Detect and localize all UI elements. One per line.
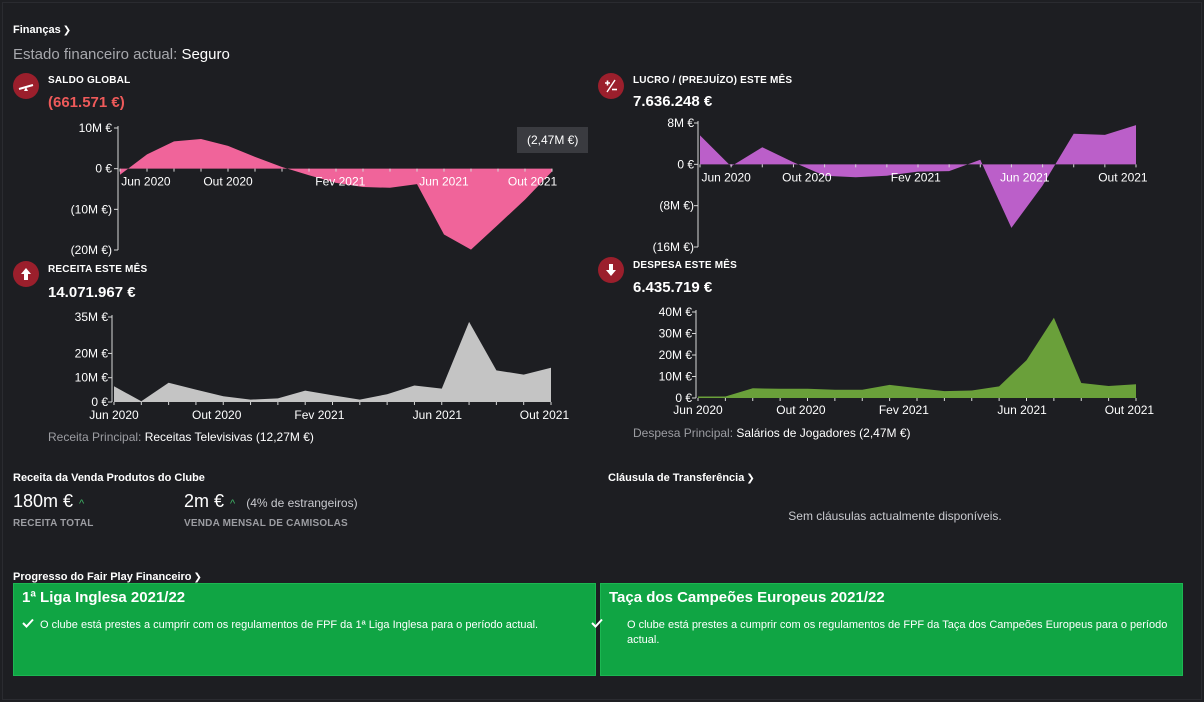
saldo-title: SALDO GLOBAL — [48, 75, 131, 86]
lucro-chart: 8M € 0 € (8M €) (16M €) Jun 2020 Out 2020 Fev … — [653, 116, 1148, 254]
y-tick-label: 20M € — [75, 346, 109, 360]
receita-title: RECEITA ESTE MÊS — [48, 264, 148, 275]
y-tick-label: 20M € — [659, 348, 693, 362]
y-tick-label: 0 € — [91, 395, 108, 409]
ffp-card-title: Taça dos Campeões Europeus 2021/22 — [609, 589, 885, 606]
despesa-chart: 40M € 30M € 20M € 10M € 0 €Jun 2020 Out 2020 F… — [659, 305, 1155, 417]
x-tick-label: Fev 2021 — [879, 403, 929, 417]
chevron-up-icon: ^ — [79, 498, 85, 510]
x-tick-label: Jun 2020 — [121, 175, 171, 189]
ffp-card: Taça dos Campeões Europeus 2021/22 O clu… — [591, 583, 1183, 676]
y-tick-label: 0 € — [675, 391, 692, 405]
x-tick-label: Out 2021 — [520, 408, 570, 422]
chevron-right-icon: ❯ — [193, 572, 202, 583]
despesa-principal-label: Despesa Principal: — [633, 426, 734, 440]
status-label: Estado financeiro actual: — [13, 46, 178, 63]
receita-value: 14.071.967 € — [48, 284, 136, 301]
y-tick-label: 10M € — [79, 121, 113, 135]
y-tick-label: 10M € — [75, 371, 109, 385]
chart-area-lucro — [700, 125, 1136, 228]
financial-status: Estado financeiro actual: Seguro — [13, 46, 230, 63]
merch-monthly-value: 2m € — [184, 491, 225, 511]
despesa-value: 6.435.719 € — [633, 279, 713, 296]
merch-total: 180m € ^ — [13, 491, 84, 512]
ffp-card-text: O clube está prestes a cumprir com os re… — [40, 619, 539, 631]
merch-title: Receita da Venda Produtos do Clube — [13, 472, 205, 484]
x-tick-label: Fev 2021 — [294, 408, 344, 422]
arrow-down-icon — [598, 257, 624, 283]
merch-monthly-note: (4% de estrangeiros) — [246, 496, 358, 510]
x-tick-label: Jun 2020 — [89, 408, 139, 422]
chevron-right-icon: ❯ — [746, 473, 755, 484]
chart-area-despesa — [698, 317, 1136, 398]
saldo-chart: 10M € 0 € (10M €) (20M €) Jun 2020 Out 2020 Fe… — [71, 121, 558, 257]
y-tick-label: 8M € — [667, 116, 694, 130]
x-tick-label: Out 2021 — [508, 175, 558, 189]
x-tick-label: Out 2020 — [203, 175, 253, 189]
seesaw-icon — [13, 73, 39, 99]
saldo-value: (661.571 €) — [48, 94, 125, 111]
y-tick-label: (10M €) — [71, 202, 112, 216]
finance-title: Finanças — [13, 24, 61, 36]
chevron-right-icon: ❯ — [62, 25, 72, 36]
clausula-title-link[interactable]: Cláusula de Transferência ❯ — [608, 472, 755, 484]
despesa-principal: Despesa Principal: Salários de Jogadores… — [633, 426, 911, 440]
despesa-title: DESPESA ESTE MÊS — [633, 260, 737, 271]
x-tick-label: Out 2021 — [1098, 170, 1148, 184]
lucro-value: 7.636.248 € — [633, 93, 713, 110]
x-tick-label: Jun 2020 — [701, 170, 751, 184]
ffp-card-text: O clube está prestes a cumprir com os re… — [627, 619, 1168, 646]
x-tick-label: Jun 2021 — [413, 408, 463, 422]
ffp-card-text-row: O clube está prestes a cumprir com os re… — [22, 618, 592, 633]
y-tick-label: 0 € — [95, 162, 112, 176]
x-tick-label: Jun 2021 — [419, 175, 469, 189]
receita-principal: Receita Principal: Receitas Televisivas … — [48, 430, 314, 444]
merch-monthly: 2m € ^ (4% de estrangeiros) — [184, 491, 358, 512]
y-tick-label: 10M € — [659, 370, 693, 384]
x-tick-label: Jun 2021 — [997, 403, 1047, 417]
receita-chart: 35M € 20M € 10M € 0 €Jun 2020 Out 2020 Fev 20… — [75, 310, 570, 422]
plus-minus-icon — [598, 73, 624, 99]
receita-principal-value: Receitas Televisivas (12,27M €) — [144, 430, 314, 444]
x-tick-label: Out 2020 — [782, 170, 832, 184]
y-tick-label: 30M € — [659, 327, 693, 341]
y-tick-label: (8M €) — [659, 199, 694, 213]
x-tick-label: Jun 2021 — [1000, 170, 1050, 184]
ffp-title: Progresso do Fair Play Financeiro — [13, 571, 192, 583]
lucro-title: LUCRO / (PREJUÍZO) ESTE MÊS — [633, 75, 793, 86]
merch-monthly-caption: VENDA MENSAL DE CAMISOLAS — [184, 518, 348, 529]
chart-area-saldo — [120, 139, 552, 250]
y-tick-label: 35M € — [75, 310, 109, 324]
x-tick-label: Fev 2021 — [891, 170, 941, 184]
ffp-card: 1ª Liga Inglesa 2021/22 O clube está pre… — [13, 583, 596, 676]
clausula-empty: Sem cláusulas actualmente disponíveis. — [788, 509, 1002, 523]
ffp-card-title: 1ª Liga Inglesa 2021/22 — [22, 589, 186, 606]
ffp-title-link[interactable]: Progresso do Fair Play Financeiro ❯ — [13, 571, 202, 583]
x-tick-label: Jun 2020 — [673, 403, 723, 417]
status-value: Seguro — [181, 46, 230, 63]
chart-area-receita — [114, 321, 551, 402]
x-tick-label: Fev 2021 — [315, 175, 365, 189]
despesa-principal-value: Salários de Jogadores (2,47M €) — [736, 426, 911, 440]
ffp-card-text-row: O clube está prestes a cumprir com os re… — [591, 618, 1179, 648]
clausula-title: Cláusula de Transferência — [608, 472, 745, 484]
checkmark-icon — [591, 618, 621, 633]
y-tick-label: 40M € — [659, 305, 693, 319]
x-tick-label: Out 2020 — [192, 408, 242, 422]
finance-title-link[interactable]: Finanças ❯ — [13, 24, 71, 36]
merch-total-value: 180m € — [13, 491, 74, 511]
y-tick-label: 0 € — [677, 157, 694, 171]
receita-principal-label: Receita Principal: — [48, 430, 142, 444]
chevron-up-icon: ^ — [230, 498, 236, 510]
y-tick-label: (16M €) — [653, 240, 694, 254]
y-tick-label: (20M €) — [71, 243, 112, 257]
arrow-up-icon — [13, 261, 39, 287]
checkmark-icon — [22, 618, 34, 633]
x-tick-label: Out 2021 — [1105, 403, 1155, 417]
chart-tooltip: (2,47M €) — [517, 127, 589, 153]
merch-total-caption: RECEITA TOTAL — [13, 518, 94, 529]
x-tick-label: Out 2020 — [776, 403, 826, 417]
